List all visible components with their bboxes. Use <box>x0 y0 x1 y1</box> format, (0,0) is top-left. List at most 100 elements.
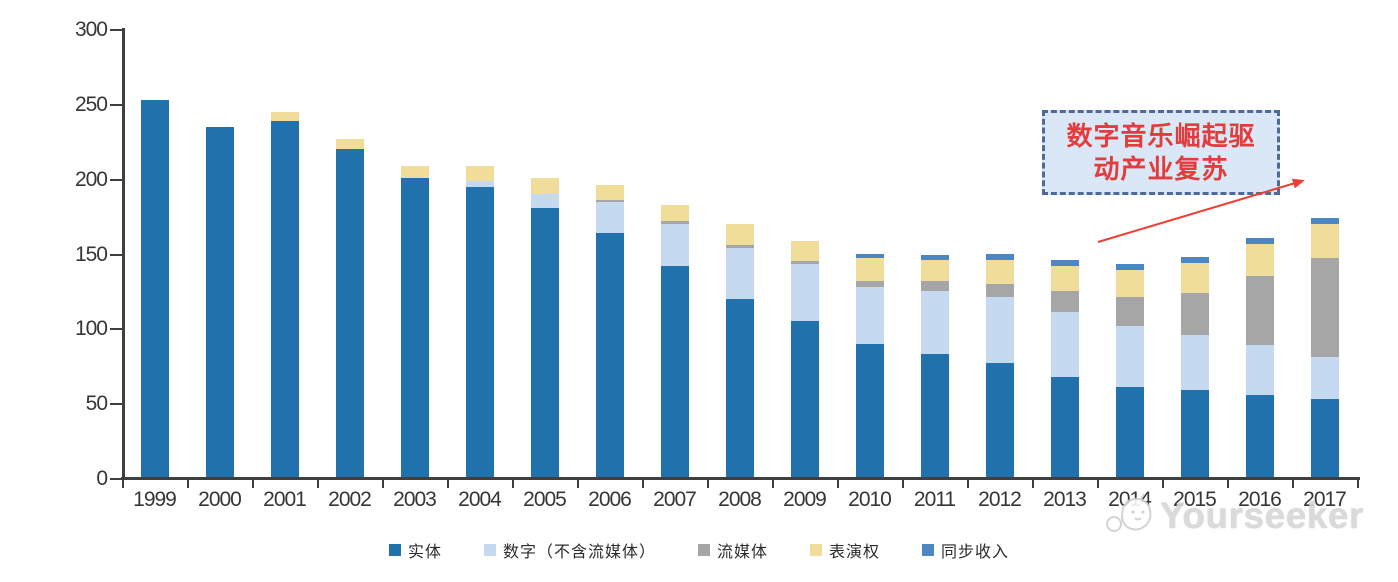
bar-segment-streaming <box>596 200 624 202</box>
y-axis-tick <box>110 104 122 106</box>
legend-item-streaming: 流媒体 <box>697 538 768 562</box>
y-axis-tick <box>110 328 122 330</box>
legend-label-digital: 数字（不含流媒体） <box>502 544 656 561</box>
x-axis-tick <box>577 480 579 488</box>
x-axis-tick <box>707 480 709 488</box>
y-axis-tick <box>110 179 122 181</box>
bar-segment-physical <box>206 127 234 477</box>
bar-segment-physical <box>1051 377 1079 477</box>
x-axis-label: 2015 <box>1173 488 1217 511</box>
x-axis-label: 2012 <box>978 488 1022 511</box>
watermark: Yourseeker <box>1104 490 1364 542</box>
x-axis-tick <box>1097 480 1099 488</box>
bar-segment-physical <box>466 187 494 477</box>
annotation-text-line1: 数字音乐崛起驱 <box>1066 120 1256 151</box>
bar-segment-sync <box>1246 238 1274 244</box>
legend-swatch-digital <box>483 544 496 556</box>
bar-segment-digital <box>1051 312 1079 377</box>
y-axis-label: 200 <box>74 168 108 191</box>
bar-segment-digital <box>661 224 689 266</box>
y-axis-label: 300 <box>74 18 108 41</box>
x-axis-tick <box>642 480 644 488</box>
bar-segment-streaming <box>986 284 1014 297</box>
bar-segment-physical <box>921 354 949 477</box>
x-axis-label: 2016 <box>1238 488 1282 511</box>
bar-segment-physical <box>531 208 559 477</box>
bar-segment-streaming <box>1116 297 1144 326</box>
bar-segment-physical <box>856 344 884 477</box>
x-axis-tick <box>512 480 514 488</box>
x-axis-tick <box>967 480 969 488</box>
legend-label-streaming: 流媒体 <box>716 544 768 561</box>
bar-segment-digital <box>1246 345 1274 395</box>
bar-segment-performance <box>856 258 884 281</box>
bar-segment-physical <box>336 149 364 477</box>
bar-segment-performance <box>336 139 364 149</box>
watermark-text: Yourseeker <box>1160 495 1364 536</box>
bar-segment-performance <box>791 241 819 261</box>
bar-segment-digital <box>1311 357 1339 399</box>
bar-segment-sync <box>1181 257 1209 263</box>
bar-segment-streaming <box>1311 258 1339 357</box>
bar-segment-physical <box>596 233 624 477</box>
bar-segment-streaming <box>856 281 884 287</box>
bar-segment-streaming <box>921 281 949 291</box>
bar-segment-digital <box>1181 335 1209 390</box>
x-axis-tick <box>252 480 254 488</box>
bar-segment-digital <box>856 287 884 344</box>
x-axis-tick <box>1162 480 1164 488</box>
x-axis-label: 2005 <box>523 488 567 511</box>
bar-segment-physical <box>661 266 689 477</box>
y-axis-tick <box>110 29 122 31</box>
bar-segment-performance <box>1246 244 1274 276</box>
legend-label-physical: 实体 <box>407 544 442 561</box>
legend-item-sync: 同步收入 <box>922 538 1009 562</box>
y-axis-tick <box>110 254 122 256</box>
bar-segment-physical <box>141 100 169 477</box>
x-axis-tick <box>122 480 124 488</box>
annotation-text-line2: 动产业复苏 <box>1093 153 1229 184</box>
y-axis-tick <box>110 478 122 480</box>
x-axis-line <box>121 477 1360 480</box>
bar-segment-performance <box>596 185 624 200</box>
x-axis-label: 2008 <box>718 488 762 511</box>
x-axis-tick <box>1032 480 1034 488</box>
bar-segment-sync <box>1116 264 1144 270</box>
bar-segment-physical <box>1181 390 1209 477</box>
bar-segment-performance <box>661 205 689 221</box>
bar-segment-performance <box>1311 224 1339 258</box>
bar-segment-performance <box>271 112 299 121</box>
bar-segment-streaming <box>1181 293 1209 335</box>
bar-segment-performance <box>1181 263 1209 293</box>
bar-segment-streaming <box>791 261 819 264</box>
bar-segment-physical <box>1246 395 1274 477</box>
bar-segment-sync <box>986 254 1014 260</box>
bar-segment-physical <box>986 363 1014 477</box>
y-axis-tick <box>110 403 122 405</box>
bar-segment-digital <box>596 202 624 233</box>
legend-label-performance: 表演权 <box>829 544 881 561</box>
x-axis-tick <box>1292 480 1294 488</box>
legend-swatch-streaming <box>697 544 710 556</box>
x-axis-tick <box>382 480 384 488</box>
x-axis-label: 2000 <box>198 488 242 511</box>
y-axis-line <box>122 28 125 480</box>
y-axis-label: 50 <box>85 392 108 415</box>
bar-segment-digital <box>791 264 819 321</box>
bar-segment-physical <box>271 121 299 477</box>
bar-segment-streaming <box>1246 276 1274 345</box>
bar-segment-digital <box>726 248 754 299</box>
legend-label-sync: 同步收入 <box>941 544 1010 561</box>
legend-item-digital: 数字（不含流媒体） <box>483 538 656 562</box>
bar-segment-digital <box>531 194 559 208</box>
x-axis-label: 2004 <box>458 488 502 511</box>
legend-item-performance: 表演权 <box>810 538 880 562</box>
bar-segment-sync <box>1051 260 1079 266</box>
mascot-face-bubble-icon <box>1106 493 1152 532</box>
x-axis-label: 1999 <box>133 488 177 511</box>
legend-swatch-performance <box>810 544 822 556</box>
bar-segment-digital <box>466 181 494 187</box>
bar-segment-performance <box>986 260 1014 284</box>
x-axis-label: 2010 <box>848 488 892 511</box>
legend-item-physical: 实体 <box>388 538 442 562</box>
